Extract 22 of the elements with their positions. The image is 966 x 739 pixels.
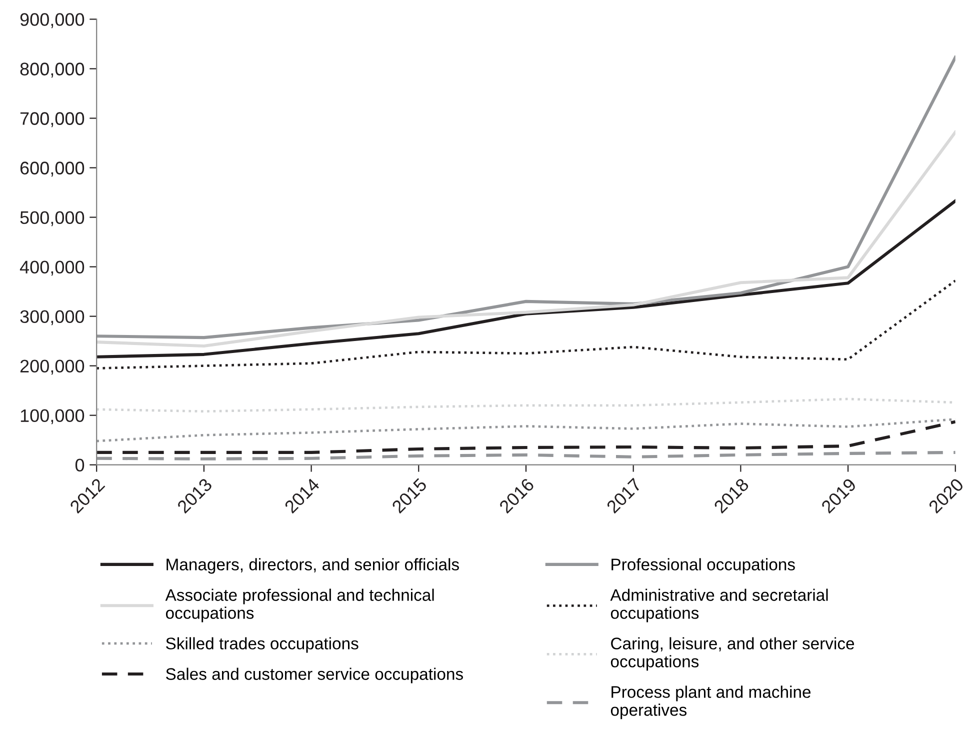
legend-label: Process plant and machine operatives	[610, 686, 811, 720]
y-tick-label: 400,000	[20, 260, 84, 276]
y-tick-label: 0	[75, 458, 84, 472]
y-tick-label: 500,000	[20, 211, 84, 226]
line-series	[96, 130, 956, 348]
y-tick-label: 700,000	[20, 112, 84, 128]
legend-label: Skilled trades occupations	[166, 637, 358, 653]
y-tick-label: 100,000	[20, 409, 84, 424]
line-series	[96, 420, 956, 454]
legend-label: Professional occupations	[612, 558, 795, 574]
legend-label: Managers, directors, and senior officials	[166, 558, 459, 574]
y-tick-label: 300,000	[20, 310, 84, 326]
legend-label: Caring, leisure, and other service occupations	[610, 637, 854, 671]
legend-label: Associate professional and technical occupations	[165, 588, 434, 622]
y-tick-label: 200,000	[20, 360, 84, 375]
legend-label: Sales and customer service occupations	[166, 668, 463, 684]
y-tick-label: 800,000	[20, 62, 84, 78]
legend-label: Administrative and secretarial occupations	[610, 588, 828, 622]
line-series	[96, 199, 956, 358]
y-tick-label: 900,000	[20, 13, 84, 28]
y-tick-label: 600,000	[20, 162, 84, 177]
line-series	[96, 450, 956, 460]
